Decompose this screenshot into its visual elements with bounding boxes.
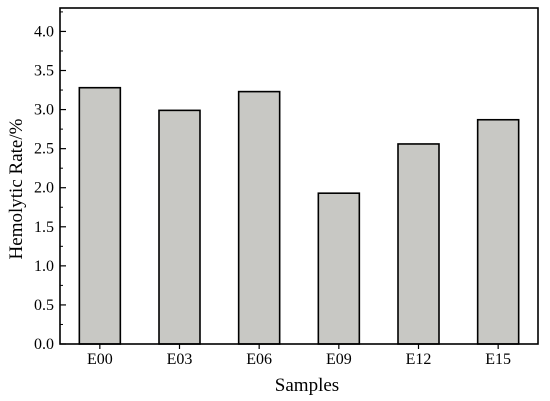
x-tick-label: E15: [485, 351, 511, 368]
y-tick-label: 0.0: [34, 336, 54, 353]
y-axis-label: Hemolytic Rate/%: [6, 118, 27, 259]
y-tick-label: 2.0: [34, 180, 54, 197]
y-tick-label: 3.5: [34, 63, 54, 80]
x-tick-label: E12: [406, 351, 432, 368]
y-tick-label: 1.0: [34, 258, 54, 275]
y-tick-label: 0.5: [34, 297, 54, 314]
bar-e12: [397, 143, 440, 345]
bar-e03: [158, 109, 201, 345]
y-tick-label: 1.5: [34, 219, 54, 236]
x-axis-label: Samples: [275, 375, 339, 396]
y-tick-label: 3.0: [34, 102, 54, 119]
y-tick-label: 2.5: [34, 141, 54, 158]
y-tick-label: 4.0: [34, 23, 54, 40]
plot-area: E00 E03 E06 E09 E12 E15 0.0 0.5 1.0 1.5 2.0 2.5 3.0 3…: [34, 7, 539, 368]
bar-e15: [476, 118, 520, 345]
x-tick-label: E06: [246, 351, 272, 368]
x-tick-label: E00: [87, 351, 113, 368]
x-tick-label: E03: [167, 351, 193, 368]
plot-frame: [59, 7, 539, 345]
bar-e06: [237, 90, 281, 345]
bar-e00: [78, 86, 122, 345]
x-tick-label: E09: [326, 351, 352, 368]
bar-e09: [317, 192, 361, 345]
